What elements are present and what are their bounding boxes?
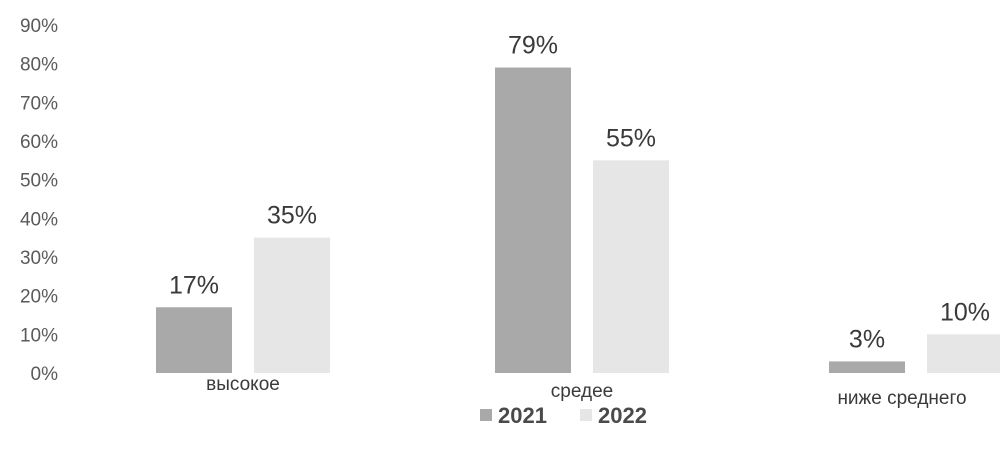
bar-2022 (593, 160, 669, 373)
data-label: 55% (606, 124, 656, 152)
legend-swatch-2021 (480, 409, 492, 421)
data-label: 10% (940, 298, 990, 326)
data-label: 17% (169, 271, 219, 299)
category-label: средее (551, 381, 613, 402)
y-tick-label: 50% (20, 171, 58, 192)
bar-2021 (495, 67, 571, 374)
category-label: ниже среднего (837, 388, 966, 409)
y-tick-label: 60% (20, 132, 58, 153)
bar-2022 (254, 237, 330, 373)
bar-2021 (156, 307, 232, 373)
legend: 2021 2022 (480, 403, 647, 428)
legend-label: 2022 (598, 403, 647, 428)
y-axis: 0% 10% 20% 30% 40% 50% 60% 70% 80% 90% (20, 16, 58, 385)
y-tick-label: 10% (20, 325, 58, 346)
data-labels: 17% 35% 79% 55% 3% 10% (169, 32, 990, 354)
y-tick-label: 80% (20, 55, 58, 76)
bar-2021 (829, 361, 905, 373)
y-tick-label: 30% (20, 248, 58, 269)
y-tick-label: 40% (20, 209, 58, 230)
y-tick-label: 70% (20, 93, 58, 114)
category-labels: высокое средее ниже среднего (206, 374, 966, 409)
data-label: 35% (267, 202, 317, 230)
category-label: высокое (206, 374, 280, 395)
y-tick-label: 0% (31, 364, 59, 385)
data-label: 79% (508, 32, 558, 60)
legend-swatch-2022 (580, 409, 592, 421)
y-tick-label: 90% (20, 16, 58, 37)
bars (156, 67, 1000, 374)
data-label: 3% (849, 325, 885, 353)
y-tick-label: 20% (20, 287, 58, 308)
bar-2022 (927, 334, 1000, 373)
legend-label: 2021 (498, 403, 547, 428)
